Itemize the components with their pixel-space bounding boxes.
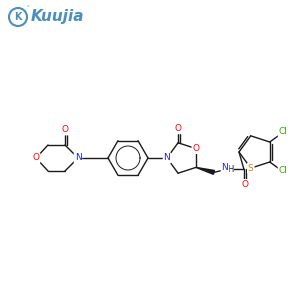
Text: H: H — [227, 165, 233, 174]
Text: Cl: Cl — [279, 166, 287, 175]
Polygon shape — [196, 167, 214, 174]
Text: Kuujia: Kuujia — [30, 10, 84, 25]
Text: N: N — [75, 154, 81, 163]
Text: N: N — [222, 163, 228, 172]
Text: O: O — [242, 180, 248, 189]
Text: O: O — [32, 154, 40, 163]
Text: N: N — [164, 154, 170, 163]
Text: °: ° — [27, 5, 29, 10]
Text: O: O — [61, 125, 68, 134]
Text: O: O — [192, 144, 200, 153]
Text: K: K — [14, 12, 22, 22]
Text: S: S — [248, 164, 254, 173]
Text: Cl: Cl — [279, 127, 287, 136]
Text: O: O — [175, 124, 182, 133]
